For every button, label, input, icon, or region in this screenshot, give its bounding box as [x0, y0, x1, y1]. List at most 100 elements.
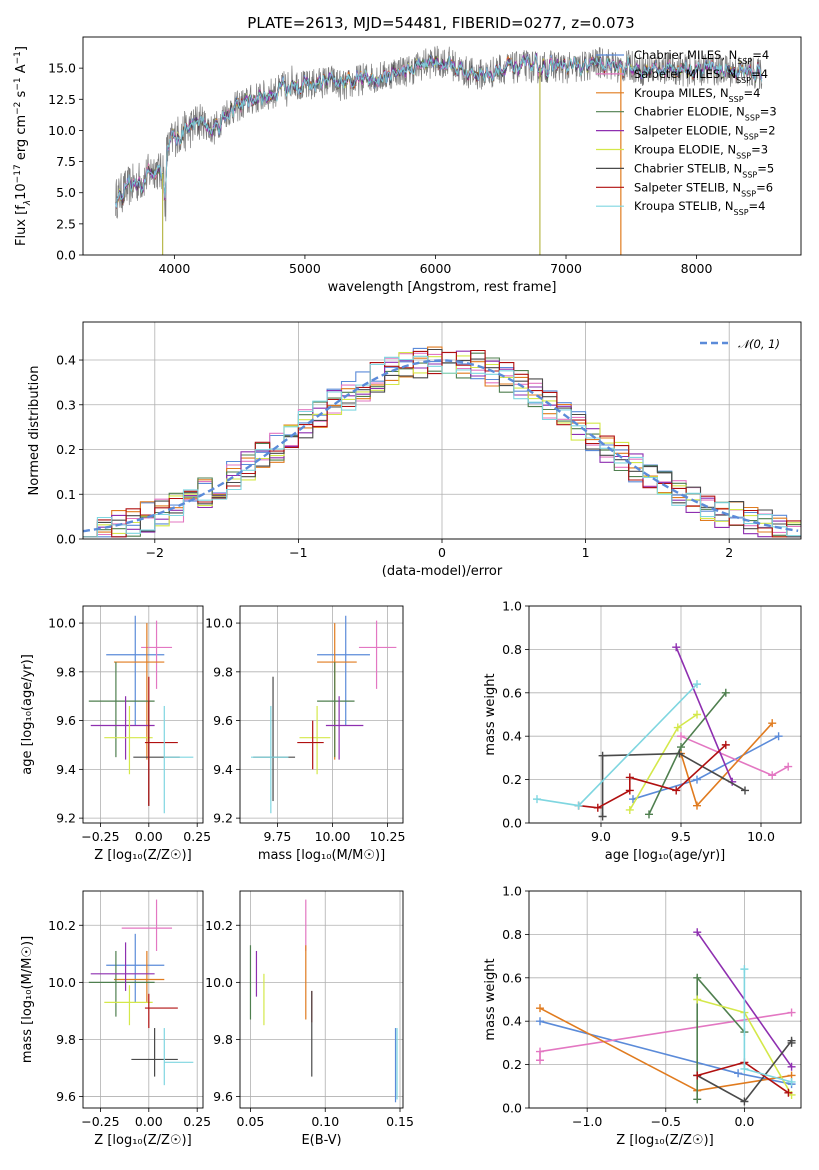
y-axis-label: age [log₁₀(age/yr)]	[20, 654, 35, 775]
y-tick-label: 10.2	[48, 918, 76, 933]
y-tick-label: 9.6	[56, 713, 76, 728]
axes-frame	[528, 605, 802, 824]
weight-line-krou_elodie	[629, 713, 698, 811]
x-tick-label: −2	[146, 545, 164, 560]
y-tick-label: 9.8	[213, 1032, 233, 1047]
y-tick-label: 0.4	[502, 729, 522, 744]
y-tick-label: 5.0	[56, 185, 76, 200]
weight-line-chab_elodie	[696, 975, 746, 1100]
y-tick-label: 0.2	[56, 442, 76, 457]
y-tick-label: 0.8	[502, 927, 522, 942]
age_vs_mass-panel: 9.75 10.00 10.25 9.2 9.4 9.6 9.8 10.0 mass [log₁…	[205, 605, 405, 863]
y-axis-label: Flux [fλ10−17 erg cm−2 s−1 A−1]	[13, 46, 33, 246]
x-tick-label: 0.25	[183, 829, 211, 844]
axes-frame	[82, 890, 204, 1109]
weight_vs_Z-plot-area	[536, 928, 796, 1106]
weight-marker-salp_stelib	[693, 1071, 702, 1080]
axes-frame	[82, 321, 802, 540]
y-tick-label: 0.8	[502, 642, 522, 657]
weight-marker-chab_miles	[536, 1017, 545, 1026]
weight-marker-krou_stelib	[693, 680, 701, 689]
legend-label-salp_stelib: Salpeter STELIB, NSSP=6	[634, 180, 773, 198]
weight-marker-salp_miles	[536, 1047, 545, 1056]
y-tick-label: 0.0	[502, 1101, 522, 1116]
weight-marker-salp_stelib	[593, 803, 602, 812]
axes-frame	[239, 890, 404, 1109]
x-tick-label: 9.5	[671, 829, 691, 844]
y-tick-label: 2.5	[56, 216, 76, 231]
y-tick-label: 9.4	[56, 762, 76, 777]
weight_vs_Z-panel: −1.0 −0.5 0.0 0.0 0.2 0.4 0.6 0.8 1.0 Z [log₁₀(Z/…	[483, 884, 802, 1148]
y-tick-label: 12.5	[48, 92, 76, 107]
axes-frame	[82, 36, 802, 256]
weight-marker-krou_miles	[536, 1004, 545, 1013]
weight-marker-krou_stelib	[574, 801, 583, 810]
x-tick-label: 0.15	[386, 1114, 414, 1129]
weight-marker-salp_miles	[677, 732, 685, 741]
legend-label-chab_elodie: Chabrier ELODIE, NSSP=3	[634, 105, 777, 123]
weight-marker-salp_miles	[536, 1056, 545, 1065]
weight-marker-chab_stelib	[675, 749, 684, 758]
legend-label-krou_stelib: Kroupa STELIB, NSSP=4	[634, 199, 765, 217]
spectrum-model-krou_stelib	[115, 53, 763, 208]
mass_vs_ebv-panel: 0.05 0.10 0.15 9.6 9.8 10.0 10.2 E(B-V)	[205, 890, 414, 1148]
y-tick-label: 15.0	[48, 61, 76, 76]
weight_vs_age-panel: 9.0 9.5 10.0 0.0 0.2 0.4 0.6 0.8 1.0 age [log₁₀(a…	[483, 599, 802, 863]
y-tick-label: 0.4	[56, 353, 76, 368]
age_vs_Z-plot-area	[88, 615, 194, 814]
weight-marker-krou_miles	[768, 719, 777, 728]
weight-marker-chab_elodie	[693, 973, 702, 982]
x-tick-label: 10.00	[315, 829, 351, 844]
y-tick-label: 9.2	[56, 811, 76, 826]
x-axis-label: E(B-V)	[301, 1133, 341, 1148]
y-tick-label: 0.3	[56, 397, 76, 412]
y-tick-label: 9.6	[213, 1089, 233, 1104]
y-tick-label: 9.6	[213, 713, 233, 728]
x-tick-label: 6000	[420, 261, 452, 276]
x-tick-label: −1	[289, 545, 307, 560]
x-tick-label: −1.0	[572, 1114, 602, 1129]
x-tick-label: 0.05	[237, 1114, 265, 1129]
axes-frame	[239, 605, 404, 824]
y-tick-label: 10.0	[48, 616, 76, 631]
y-tick-label: 0.6	[502, 685, 522, 700]
y-tick-label: 9.6	[56, 1089, 76, 1104]
y-tick-label: 1.0	[502, 599, 522, 614]
x-tick-label: 5000	[289, 261, 321, 276]
residual-hist-krou_stelib	[83, 355, 801, 538]
weight-marker-chab_miles	[774, 732, 783, 741]
weight-marker-krou_elodie	[673, 723, 682, 732]
legend-label-krou_miles: Kroupa MILES, NSSP=4	[634, 86, 760, 104]
x-tick-label: 9.75	[264, 829, 292, 844]
x-tick-label: 0.00	[135, 829, 163, 844]
y-tick-label: 9.8	[56, 1032, 76, 1047]
y-axis-label: mass [log₁₀(M/M☉)]	[20, 936, 35, 1063]
x-axis-label: Z [log₁₀(Z/Z☉)]	[94, 848, 191, 863]
age_vs_mass-plot-area	[251, 615, 397, 814]
legend-label-chab_stelib: Chabrier STELIB, NSSP=5	[634, 161, 774, 179]
weight-marker-salp_elodie	[787, 1062, 796, 1071]
x-axis-label: wavelength [Angstrom, rest frame]	[328, 280, 557, 295]
spectrum-panel: 4000 5000 6000 7000 8000 0.0 2.5 5.0 7.5 10.0 12.5…	[13, 36, 802, 295]
y-tick-label: 0.4	[502, 1014, 522, 1029]
residuals-plot-area	[83, 346, 801, 538]
gaussian-curve	[83, 359, 799, 533]
y-axis-label: mass weight	[483, 958, 498, 1040]
x-tick-label: 0.25	[183, 1114, 211, 1129]
legend-label-krou_elodie: Kroupa ELODIE, NSSP=3	[634, 143, 768, 161]
y-tick-label: 10.0	[48, 975, 76, 990]
gaussian-legend-label: 𝒩(0, 1)	[738, 337, 780, 351]
weight-marker-salp_stelib	[784, 1088, 793, 1097]
y-axis-label: Normed distribution	[27, 366, 42, 496]
weight-marker-salp_miles	[787, 1008, 796, 1017]
y-tick-label: 0.1	[56, 487, 76, 502]
axes-frame	[82, 605, 204, 824]
spectrum-plot-area	[115, 45, 763, 255]
weight-marker-krou_elodie	[693, 710, 701, 719]
x-axis-label: age [log₁₀(age/yr)]	[605, 848, 726, 863]
weight-marker-salp_stelib	[625, 786, 634, 795]
mass_vs_Z-plot-area	[88, 899, 194, 1086]
legend-label-salp_miles: Salpeter MILES, NSSP=4	[634, 67, 768, 85]
x-tick-label: 7000	[550, 261, 582, 276]
